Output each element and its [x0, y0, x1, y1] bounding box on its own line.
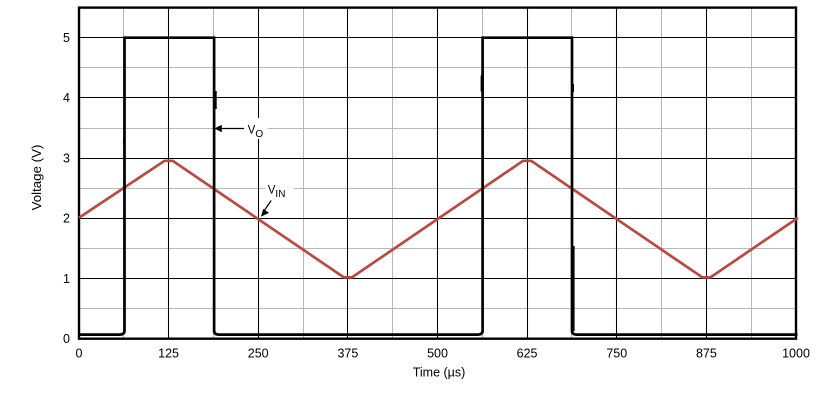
svg-text:625: 625 [517, 347, 538, 361]
svg-text:Time (µs): Time (µs) [413, 366, 466, 380]
svg-text:125: 125 [158, 347, 179, 361]
svg-text:500: 500 [427, 347, 448, 361]
svg-text:3: 3 [63, 151, 70, 165]
svg-text:5: 5 [63, 31, 70, 45]
svg-text:0: 0 [76, 347, 83, 361]
svg-text:250: 250 [248, 347, 269, 361]
svg-text:0: 0 [63, 332, 70, 346]
svg-text:Voltage (V): Voltage (V) [29, 145, 44, 211]
svg-text:375: 375 [337, 347, 358, 361]
svg-text:1: 1 [63, 272, 70, 286]
svg-text:2: 2 [63, 212, 70, 226]
svg-text:1000: 1000 [782, 347, 810, 361]
svg-text:4: 4 [63, 91, 70, 105]
svg-text:875: 875 [696, 347, 717, 361]
svg-text:750: 750 [606, 347, 627, 361]
